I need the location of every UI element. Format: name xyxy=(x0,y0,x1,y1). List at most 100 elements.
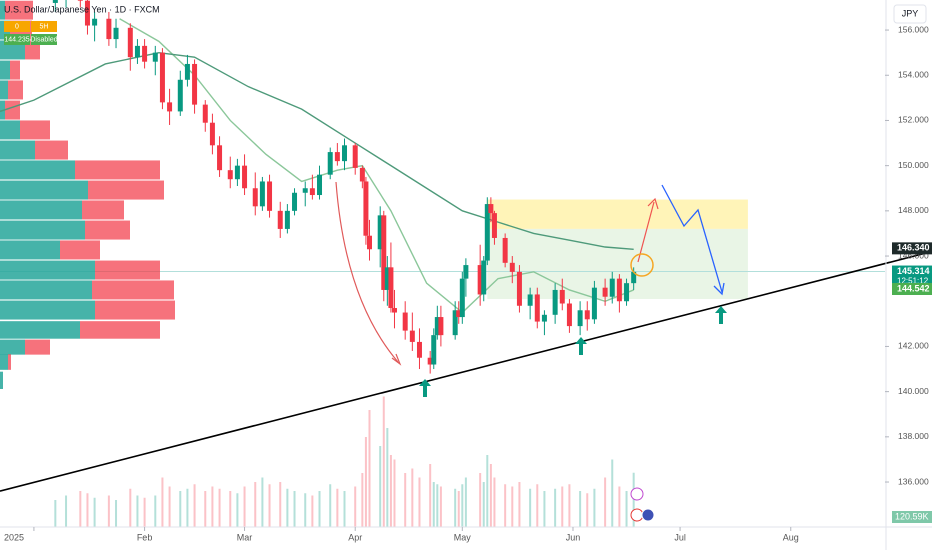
volume-bar xyxy=(482,482,485,527)
candle-body xyxy=(309,188,315,196)
candle-body xyxy=(502,237,508,263)
volume-bar xyxy=(364,437,367,527)
candle-body xyxy=(552,289,558,315)
volume-bar xyxy=(379,446,382,527)
profile-down xyxy=(5,100,20,120)
profile-up xyxy=(0,240,60,260)
candle-body xyxy=(292,192,298,211)
volume-bar xyxy=(457,491,460,527)
volume-label-box xyxy=(892,511,932,523)
volume-bar xyxy=(368,410,371,527)
volume-bar xyxy=(493,477,496,527)
highlight-circle xyxy=(630,253,654,277)
volume-bar xyxy=(543,491,546,527)
volume-bar xyxy=(204,491,207,527)
event-icon[interactable] xyxy=(630,487,644,501)
volume-bar xyxy=(93,497,96,527)
candle-body xyxy=(427,357,433,365)
volume-bar xyxy=(304,493,307,527)
volume-bar xyxy=(461,484,464,527)
candle-body xyxy=(142,45,148,62)
x-tick-label: Jul xyxy=(674,532,686,542)
candle-body xyxy=(391,308,397,313)
candle-body xyxy=(509,262,515,272)
arrow-head xyxy=(647,197,659,210)
projection-up xyxy=(637,201,655,263)
volume-bar xyxy=(268,484,271,527)
volume-bar xyxy=(286,488,289,527)
y-tick-label: 154.000 xyxy=(898,70,929,80)
y-tick-label: 138.000 xyxy=(898,431,929,441)
profile-up xyxy=(0,371,3,389)
candle-body xyxy=(591,287,597,320)
candle-body xyxy=(484,204,490,261)
profile-down xyxy=(92,280,174,300)
profile-up xyxy=(0,180,88,200)
up-arrow xyxy=(715,306,727,324)
volume-bar xyxy=(382,396,385,527)
volume-bar xyxy=(611,459,614,527)
event-icon[interactable] xyxy=(630,508,644,522)
flag-icon[interactable] xyxy=(641,508,655,522)
candle-body xyxy=(631,271,637,284)
candle-body xyxy=(624,283,630,302)
volume-bar xyxy=(168,486,171,527)
candle-body xyxy=(516,271,522,306)
profile-down xyxy=(82,200,124,220)
candle-body xyxy=(431,335,437,365)
volume-bar xyxy=(107,495,110,527)
profile-down xyxy=(20,120,50,140)
candle-body xyxy=(534,294,540,322)
volume-profile xyxy=(0,0,175,389)
y-tick-label: 136.000 xyxy=(898,476,929,486)
candle-body xyxy=(234,165,240,180)
volume-bar xyxy=(511,486,514,527)
arrow-head xyxy=(713,282,725,296)
volume-bar xyxy=(211,486,214,527)
volume-bar xyxy=(579,491,582,527)
y-tick-label: 148.000 xyxy=(898,205,929,215)
profile-up xyxy=(0,160,75,180)
volume-bar xyxy=(593,488,596,527)
candle-body xyxy=(438,317,444,336)
volume-bar xyxy=(86,493,89,527)
volume-bar xyxy=(386,428,389,527)
profile-down xyxy=(25,40,40,60)
volume-bar xyxy=(329,484,332,527)
moving-average xyxy=(119,18,634,314)
profile-down xyxy=(60,240,100,260)
profile-down xyxy=(10,60,20,80)
price-label: 146.340 xyxy=(897,243,930,253)
volume-bar xyxy=(154,495,157,527)
profile-up xyxy=(0,300,95,320)
y-tick-label: 140.000 xyxy=(898,386,929,396)
candle-body xyxy=(184,63,190,80)
volume-bar xyxy=(229,491,232,527)
volume-bar xyxy=(411,468,414,527)
price-label-box xyxy=(892,265,932,288)
profile-up xyxy=(0,0,5,20)
profile-down xyxy=(5,0,33,20)
candle-body xyxy=(488,204,494,214)
candle-body xyxy=(334,152,340,162)
candle-body xyxy=(452,310,458,336)
candle-body xyxy=(434,317,440,336)
profile-up xyxy=(0,200,82,220)
candle-body xyxy=(409,330,415,342)
candle-body xyxy=(381,215,387,290)
candle-body xyxy=(242,165,248,189)
candle-body xyxy=(127,27,133,58)
candle-body xyxy=(342,145,348,162)
volume-bar xyxy=(261,477,264,527)
candle-body xyxy=(541,314,547,322)
candle-body xyxy=(84,0,90,26)
volume-bar xyxy=(143,497,146,527)
volume-bar xyxy=(243,486,246,527)
candle-body xyxy=(302,188,308,193)
volume-bar xyxy=(54,500,57,527)
profile-down xyxy=(25,339,50,355)
volume-bar xyxy=(454,488,457,527)
currency-button[interactable] xyxy=(893,4,927,24)
volume-bar xyxy=(79,491,82,527)
profile-down xyxy=(88,180,164,200)
